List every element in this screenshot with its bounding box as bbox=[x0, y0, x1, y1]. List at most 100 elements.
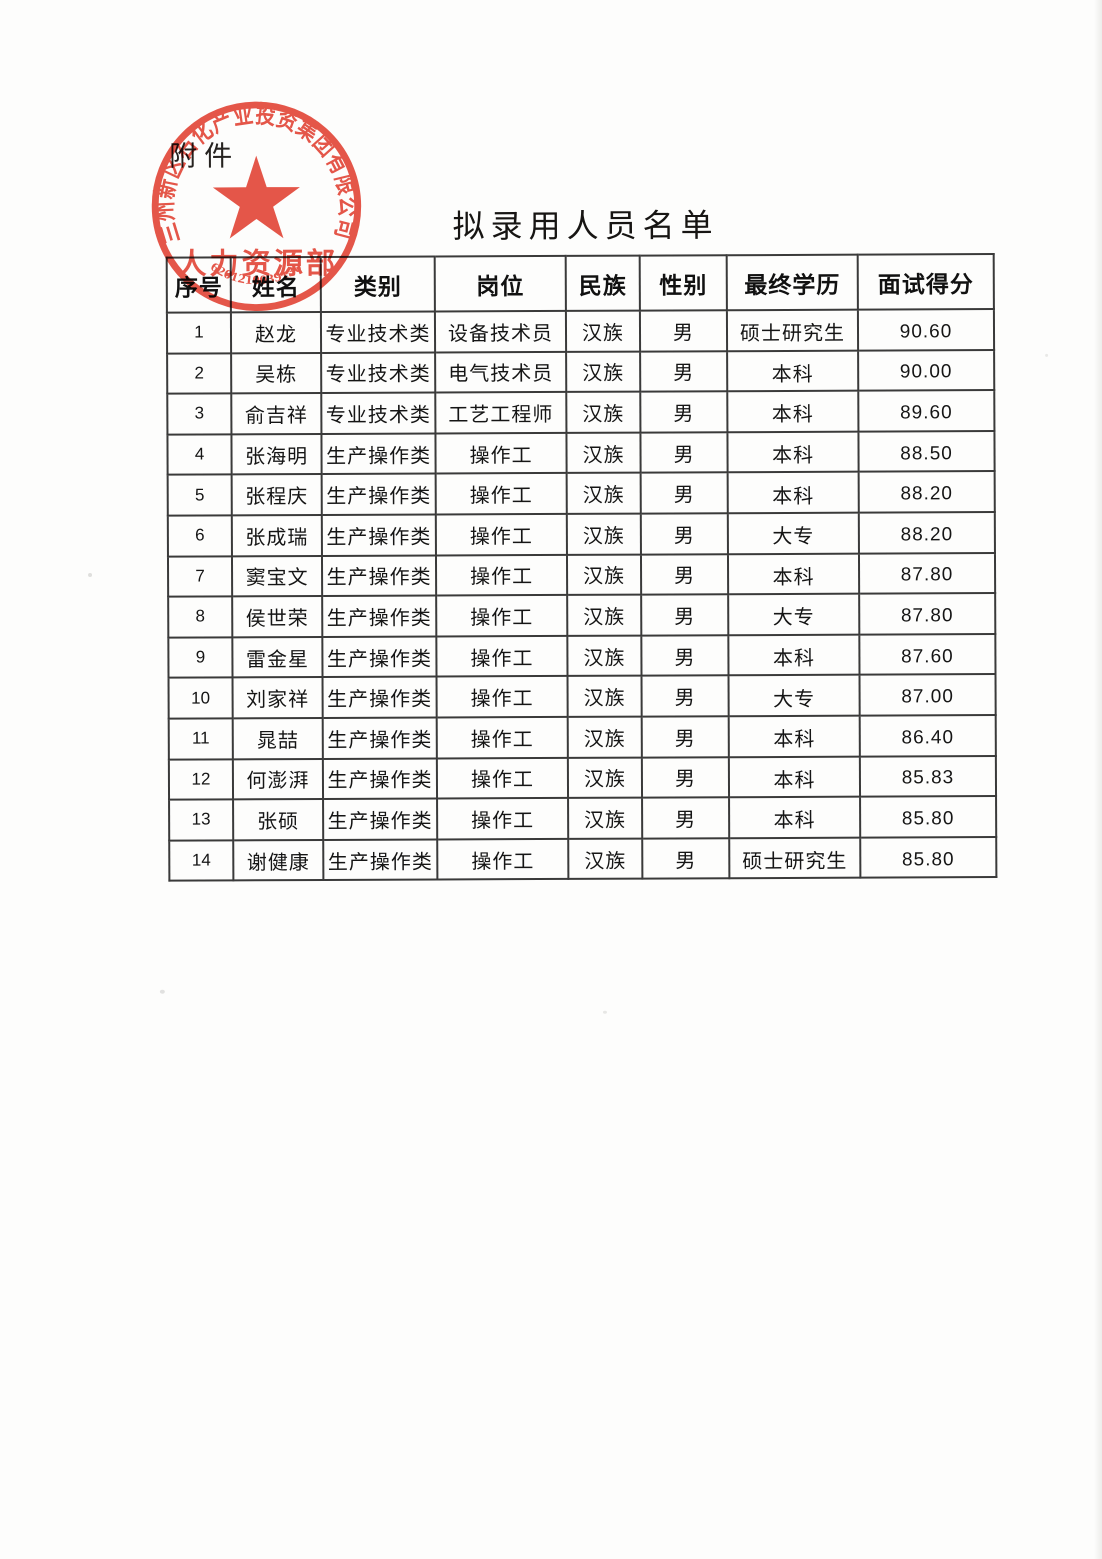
table-cell: 专业技术类 bbox=[321, 352, 436, 394]
table-cell: 操作工 bbox=[435, 513, 567, 556]
table-cell: 工艺工程师 bbox=[435, 392, 567, 434]
table-cell: 生产操作类 bbox=[322, 676, 437, 718]
table-row: 7 窦宝文 生产操作类 操作工 汉族男本科 87.80 bbox=[167, 552, 996, 597]
table-cell: 晁喆 bbox=[232, 717, 323, 759]
table-cell: 大专 bbox=[728, 593, 860, 635]
table-cell: 88.20 bbox=[858, 471, 995, 513]
table-cell: 本科 bbox=[728, 715, 860, 757]
table-cell: 俞吉祥 bbox=[231, 393, 322, 435]
scan-speck bbox=[88, 572, 93, 578]
table-cell: 90.00 bbox=[858, 349, 995, 391]
stamp-department: 人力资源部 bbox=[177, 246, 338, 281]
table-cell: 男 bbox=[642, 797, 730, 839]
table-cell: 生产操作类 bbox=[321, 514, 436, 556]
table-cell: 生产操作类 bbox=[321, 555, 437, 597]
table-cell: 4 bbox=[167, 434, 232, 476]
scan-speck bbox=[602, 1010, 607, 1014]
table-cell: 汉族 bbox=[566, 432, 641, 474]
table-cell: 汉族 bbox=[566, 391, 641, 433]
table-cell: 操作工 bbox=[436, 757, 569, 799]
table-cell: 本科 bbox=[727, 350, 859, 392]
scan-speck bbox=[159, 989, 165, 994]
table-cell: 汉族 bbox=[567, 594, 642, 636]
table-cell: 8 bbox=[168, 596, 233, 638]
table-cell: 本科 bbox=[729, 796, 861, 838]
table-cell: 设备技术员 bbox=[434, 310, 567, 353]
table-row: 12 何澎湃 生产操作类 操作工 汉族男本科 85.83 bbox=[168, 755, 997, 800]
table-cell: 张程庆 bbox=[231, 474, 322, 516]
table-cell: 操作工 bbox=[435, 473, 567, 515]
table-cell: 侯世荣 bbox=[232, 596, 323, 638]
table-cell: 生产操作类 bbox=[322, 717, 437, 759]
table-cell: 专业技术类 bbox=[321, 392, 436, 434]
table-cell: 男 bbox=[641, 716, 729, 758]
table-cell: 生产操作类 bbox=[322, 758, 438, 800]
table-cell: 汉族 bbox=[566, 351, 641, 393]
table-cell: 男 bbox=[642, 837, 730, 879]
table-cell: 7 bbox=[167, 555, 233, 597]
table-row: 9 雷金星 生产操作类 操作工 汉族男本科 87.60 bbox=[168, 633, 996, 679]
table-cell: 男 bbox=[640, 472, 728, 514]
column-header: 民族 bbox=[565, 255, 640, 311]
table-cell: 本科 bbox=[727, 472, 859, 514]
table-cell: 窦宝文 bbox=[231, 555, 323, 597]
table-cell: 硕士研究生 bbox=[726, 309, 859, 351]
table-cell: 14 bbox=[169, 840, 234, 881]
table-cell: 6 bbox=[167, 515, 232, 557]
table-cell: 生产操作类 bbox=[323, 798, 438, 840]
table-cell: 87.80 bbox=[858, 552, 996, 594]
table-cell: 男 bbox=[641, 594, 729, 636]
table-row: 6 张成瑞 生产操作类 操作工 汉族男大专 88.20 bbox=[167, 512, 995, 557]
table-cell: 12 bbox=[168, 758, 234, 800]
table-cell: 生产操作类 bbox=[321, 473, 436, 515]
table-cell: 87.80 bbox=[859, 593, 996, 635]
hiring-table: 序号 姓名 类别 岗位 民族 性别 最终学历 面试得分 1 赵龙 专业技术类 设备技术员 汉族男硕士研… bbox=[166, 253, 998, 882]
table-cell: 3 bbox=[167, 393, 232, 435]
table-cell: 85.83 bbox=[859, 755, 997, 797]
table-cell: 汉族 bbox=[568, 838, 643, 880]
table-row: 2 吴栋 专业技术类 电气技术员 汉族男本科 90.00 bbox=[167, 349, 995, 394]
table-cell: 何澎湃 bbox=[232, 758, 324, 800]
table-cell: 本科 bbox=[728, 634, 860, 676]
table-cell: 本科 bbox=[727, 390, 859, 433]
table-cell: 汉族 bbox=[567, 675, 642, 717]
table-cell: 汉族 bbox=[567, 635, 642, 677]
column-header: 面试得分 bbox=[857, 254, 994, 310]
table-cell: 刘家祥 bbox=[232, 677, 323, 719]
table-cell: 生产操作类 bbox=[322, 595, 437, 637]
table-cell: 88.20 bbox=[858, 512, 995, 554]
table-cell: 本科 bbox=[728, 756, 861, 798]
table-row: 3 俞吉祥 专业技术类 工艺工程师 汉族男本科 89.60 bbox=[167, 390, 995, 435]
table-cell: 张硕 bbox=[233, 799, 324, 841]
table-cell: 87.60 bbox=[859, 633, 996, 675]
stamp-ring-circle bbox=[151, 101, 362, 311]
table-cell: 男 bbox=[640, 513, 728, 555]
table-cell: 男 bbox=[640, 553, 729, 595]
star-icon bbox=[212, 155, 300, 239]
table-cell: 男 bbox=[640, 350, 728, 392]
table-cell: 10 bbox=[168, 677, 233, 719]
table-cell: 汉族 bbox=[566, 472, 641, 514]
table-cell: 生产操作类 bbox=[323, 839, 438, 881]
table-cell: 男 bbox=[639, 310, 728, 352]
table-cell: 汉族 bbox=[567, 716, 642, 758]
table-cell: 本科 bbox=[727, 553, 860, 595]
scan-speck bbox=[1045, 353, 1049, 357]
table-row: 10 刘家祥 生产操作类 操作工 汉族男大专 87.00 bbox=[168, 674, 996, 719]
table-cell: 汉族 bbox=[568, 797, 643, 839]
column-header: 性别 bbox=[639, 255, 727, 311]
table-cell: 大专 bbox=[727, 512, 859, 554]
table-row: 4 张海明 生产操作类 操作工 汉族男本科 88.50 bbox=[167, 430, 995, 476]
table-cell: 男 bbox=[641, 675, 729, 717]
column-header: 岗位 bbox=[434, 255, 566, 312]
table-cell: 87.00 bbox=[859, 674, 996, 716]
table-cell: 86.40 bbox=[859, 714, 996, 757]
table-cell: 汉族 bbox=[566, 554, 642, 596]
table-cell: 9 bbox=[168, 637, 233, 679]
table-cell: 汉族 bbox=[565, 310, 641, 352]
table-cell: 操作工 bbox=[437, 798, 569, 840]
table-cell: 2 bbox=[167, 352, 232, 394]
table-cell: 85.80 bbox=[860, 796, 997, 838]
